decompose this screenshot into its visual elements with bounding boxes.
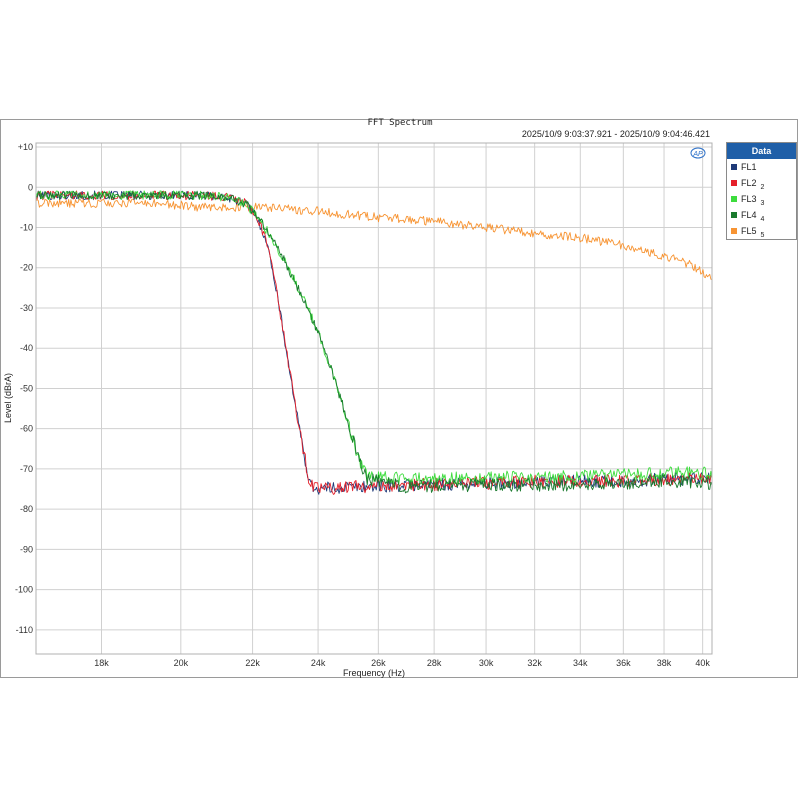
x-tick-label: 22k: [245, 658, 260, 668]
legend-sublabel: 3: [760, 200, 765, 207]
legend-item-fl2[interactable]: FL2 2: [727, 175, 796, 191]
legend-swatch: [731, 196, 737, 202]
x-tick-label: 26k: [371, 658, 386, 668]
svg-text:AP: AP: [692, 151, 703, 158]
x-tick-label: 30k: [479, 658, 494, 668]
legend-label: FL5: [741, 226, 757, 236]
y-tick-label: +10: [18, 142, 33, 152]
x-tick-label: 24k: [311, 658, 326, 668]
plot-border: [35, 142, 713, 655]
y-tick-label: -20: [20, 263, 33, 273]
legend-item-fl5[interactable]: FL5 5: [727, 223, 796, 239]
x-tick-label: 18k: [94, 658, 109, 668]
time-range: 2025/10/9 9:03:37.921 - 2025/10/9 9:04:4…: [521, 129, 710, 139]
y-tick-label: -30: [20, 303, 33, 313]
x-tick-label: 40k: [695, 658, 710, 668]
y-tick-label: 0: [28, 182, 33, 192]
legend-rows: FL1 FL2 2 FL3 3 FL4 4 FL5 5: [727, 159, 796, 239]
legend-item-fl1[interactable]: FL1: [727, 159, 796, 175]
legend-label: FL2: [741, 178, 757, 188]
series-group: [35, 190, 713, 495]
legend-sublabel: 5: [760, 232, 765, 239]
y-tick-label: -90: [20, 544, 33, 554]
legend-label: FL3: [741, 194, 757, 204]
legend-sublabel: 2: [760, 184, 765, 191]
legend-swatch: [731, 212, 737, 218]
series-line-fl4: [35, 190, 713, 494]
legend-swatch: [731, 228, 737, 234]
series-line-fl5: [35, 198, 713, 280]
x-axis-label: Frequency (Hz): [343, 668, 405, 678]
y-tick-label: -100: [15, 585, 33, 595]
axes: +10 0 -10 -20 -30 -40 -50 -60 -70 -80 -90 -100 -110 1…: [15, 142, 713, 668]
grid: [36, 143, 712, 654]
legend-label: FL4: [741, 210, 757, 220]
legend-item-fl3[interactable]: FL3 3: [727, 191, 796, 207]
legend-swatch: [731, 180, 737, 186]
x-tick-label: 28k: [427, 658, 442, 668]
legend-swatch: [731, 164, 737, 170]
legend-label: FL1: [741, 162, 757, 172]
legend-sublabel: 4: [760, 216, 765, 223]
x-tick-label: 20k: [174, 658, 189, 668]
y-tick-label: -50: [20, 383, 33, 393]
legend-item-fl4[interactable]: FL4 4: [727, 207, 796, 223]
y-axis-label: Level (dBrA): [3, 373, 13, 423]
y-tick-label: -110: [16, 625, 33, 635]
y-tick-label: -80: [20, 504, 33, 514]
y-tick-label: -10: [20, 222, 33, 232]
x-tick-label: 38k: [657, 658, 672, 668]
x-tick-label: 32k: [527, 658, 542, 668]
x-tick-label: 36k: [616, 658, 631, 668]
legend: Data FL1 FL2 2 FL3 3 FL4 4 FL5 5: [726, 142, 797, 240]
plot-area: [36, 143, 712, 654]
chart-title: FFT Spectrum: [367, 118, 433, 128]
x-tick-label: 34k: [573, 658, 588, 668]
y-tick-label: -70: [20, 464, 33, 474]
y-tick-label: -60: [20, 424, 33, 434]
ap-logo-icon: AP: [690, 147, 706, 159]
legend-header: Data: [727, 143, 796, 159]
y-tick-label: -40: [20, 343, 33, 353]
